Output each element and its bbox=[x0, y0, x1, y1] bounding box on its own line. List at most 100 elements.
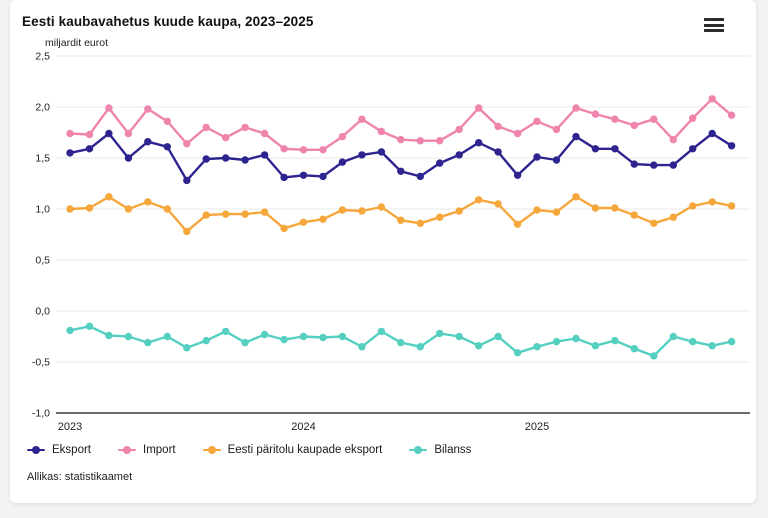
data-point bbox=[163, 205, 171, 213]
data-point bbox=[377, 327, 386, 336]
data-point bbox=[552, 125, 561, 134]
data-point bbox=[513, 220, 522, 228]
data-point bbox=[85, 130, 94, 139]
data-point bbox=[572, 334, 580, 343]
data-point bbox=[572, 104, 580, 112]
data-point bbox=[163, 117, 171, 126]
data-point bbox=[319, 215, 327, 223]
legend-item-import[interactable]: Import bbox=[118, 444, 176, 456]
y-tick-label: -1,0 bbox=[32, 408, 50, 420]
data-point bbox=[358, 343, 366, 351]
data-point bbox=[280, 173, 288, 182]
data-point bbox=[280, 224, 288, 233]
data-point bbox=[611, 204, 619, 212]
data-point bbox=[611, 145, 619, 153]
data-point bbox=[241, 123, 249, 132]
data-point bbox=[377, 203, 386, 211]
data-point bbox=[397, 216, 405, 224]
data-point bbox=[66, 149, 74, 157]
paritolu-eksport-series-marker-icon bbox=[202, 446, 221, 455]
data-point bbox=[533, 117, 541, 126]
legend-label: Bilanss bbox=[434, 444, 472, 456]
data-point bbox=[183, 140, 191, 148]
data-point bbox=[66, 129, 74, 138]
data-point bbox=[689, 114, 697, 122]
data-point bbox=[689, 145, 697, 153]
hamburger-menu-icon[interactable] bbox=[704, 18, 724, 32]
data-point bbox=[85, 145, 94, 153]
data-point bbox=[124, 332, 133, 341]
data-point bbox=[630, 345, 638, 353]
data-point bbox=[105, 129, 113, 138]
y-tick-label: -0,5 bbox=[32, 357, 50, 369]
data-point bbox=[260, 330, 269, 339]
data-point bbox=[124, 154, 133, 162]
hamburger-bar bbox=[704, 29, 724, 32]
data-point bbox=[669, 135, 677, 144]
data-point bbox=[416, 137, 424, 145]
data-point bbox=[475, 104, 483, 112]
x-tick-label: 2024 bbox=[291, 421, 315, 433]
data-point bbox=[572, 132, 580, 141]
legend-label: Import bbox=[143, 444, 176, 456]
data-point bbox=[377, 148, 386, 156]
data-point bbox=[183, 176, 191, 185]
data-point bbox=[475, 342, 483, 350]
data-point bbox=[299, 218, 308, 226]
series-import bbox=[66, 95, 736, 154]
legend-item-paritolu-eksport[interactable]: Eesti päritolu kaupade eksport bbox=[202, 444, 383, 456]
data-point bbox=[436, 159, 444, 167]
data-point bbox=[105, 104, 113, 112]
data-point bbox=[183, 344, 191, 352]
data-point bbox=[475, 196, 483, 204]
y-tick-label: 1,0 bbox=[35, 204, 50, 216]
data-point bbox=[222, 327, 230, 336]
y-tick-label: 2,5 bbox=[35, 51, 50, 63]
y-axis-unit-label: miljardit eurot bbox=[45, 37, 109, 49]
data-point bbox=[260, 208, 269, 216]
data-point bbox=[338, 206, 347, 214]
data-point bbox=[708, 342, 716, 350]
data-point bbox=[124, 205, 133, 213]
data-point bbox=[630, 160, 638, 168]
chart-legend: Eksport Import Eesti päritolu kaupade ek… bbox=[27, 444, 471, 456]
data-point bbox=[513, 171, 522, 179]
data-point bbox=[513, 349, 522, 357]
data-point bbox=[591, 110, 600, 118]
data-point bbox=[338, 332, 347, 341]
data-point bbox=[358, 207, 366, 215]
series-bilanss bbox=[66, 322, 736, 360]
legend-item-bilanss[interactable]: Bilanss bbox=[409, 444, 471, 456]
data-point bbox=[202, 123, 210, 132]
data-point bbox=[241, 338, 249, 347]
y-tick-label: 2,0 bbox=[35, 102, 50, 114]
chart-card: Eesti kaubavahetus kuude kaupa, 2023–202… bbox=[10, 0, 756, 503]
data-point bbox=[222, 133, 230, 142]
data-point bbox=[358, 115, 366, 123]
eksport-series-marker-icon bbox=[27, 446, 45, 455]
legend-label: Eksport bbox=[52, 444, 91, 456]
y-tick-label: 0,0 bbox=[35, 306, 50, 318]
data-point bbox=[650, 115, 658, 123]
import-series-marker-icon bbox=[118, 446, 136, 455]
x-tick-label: 2025 bbox=[525, 421, 549, 433]
data-point bbox=[105, 331, 113, 340]
source-attribution: Allikas: statistikaamet bbox=[27, 471, 133, 483]
data-point bbox=[280, 145, 288, 153]
data-point bbox=[455, 332, 463, 341]
legend-label: Eesti päritolu kaupade eksport bbox=[227, 444, 383, 456]
data-point bbox=[708, 95, 716, 103]
data-point bbox=[533, 206, 541, 214]
data-point bbox=[124, 129, 133, 138]
legend-item-eksport[interactable]: Eksport bbox=[27, 444, 91, 456]
data-point bbox=[708, 129, 716, 138]
data-point bbox=[85, 204, 94, 212]
data-point bbox=[241, 210, 249, 218]
data-point bbox=[299, 332, 308, 341]
data-point bbox=[552, 337, 561, 346]
data-point bbox=[650, 161, 658, 169]
data-point bbox=[494, 200, 502, 208]
data-point bbox=[397, 167, 405, 175]
data-point bbox=[202, 155, 210, 163]
data-point bbox=[280, 335, 288, 344]
